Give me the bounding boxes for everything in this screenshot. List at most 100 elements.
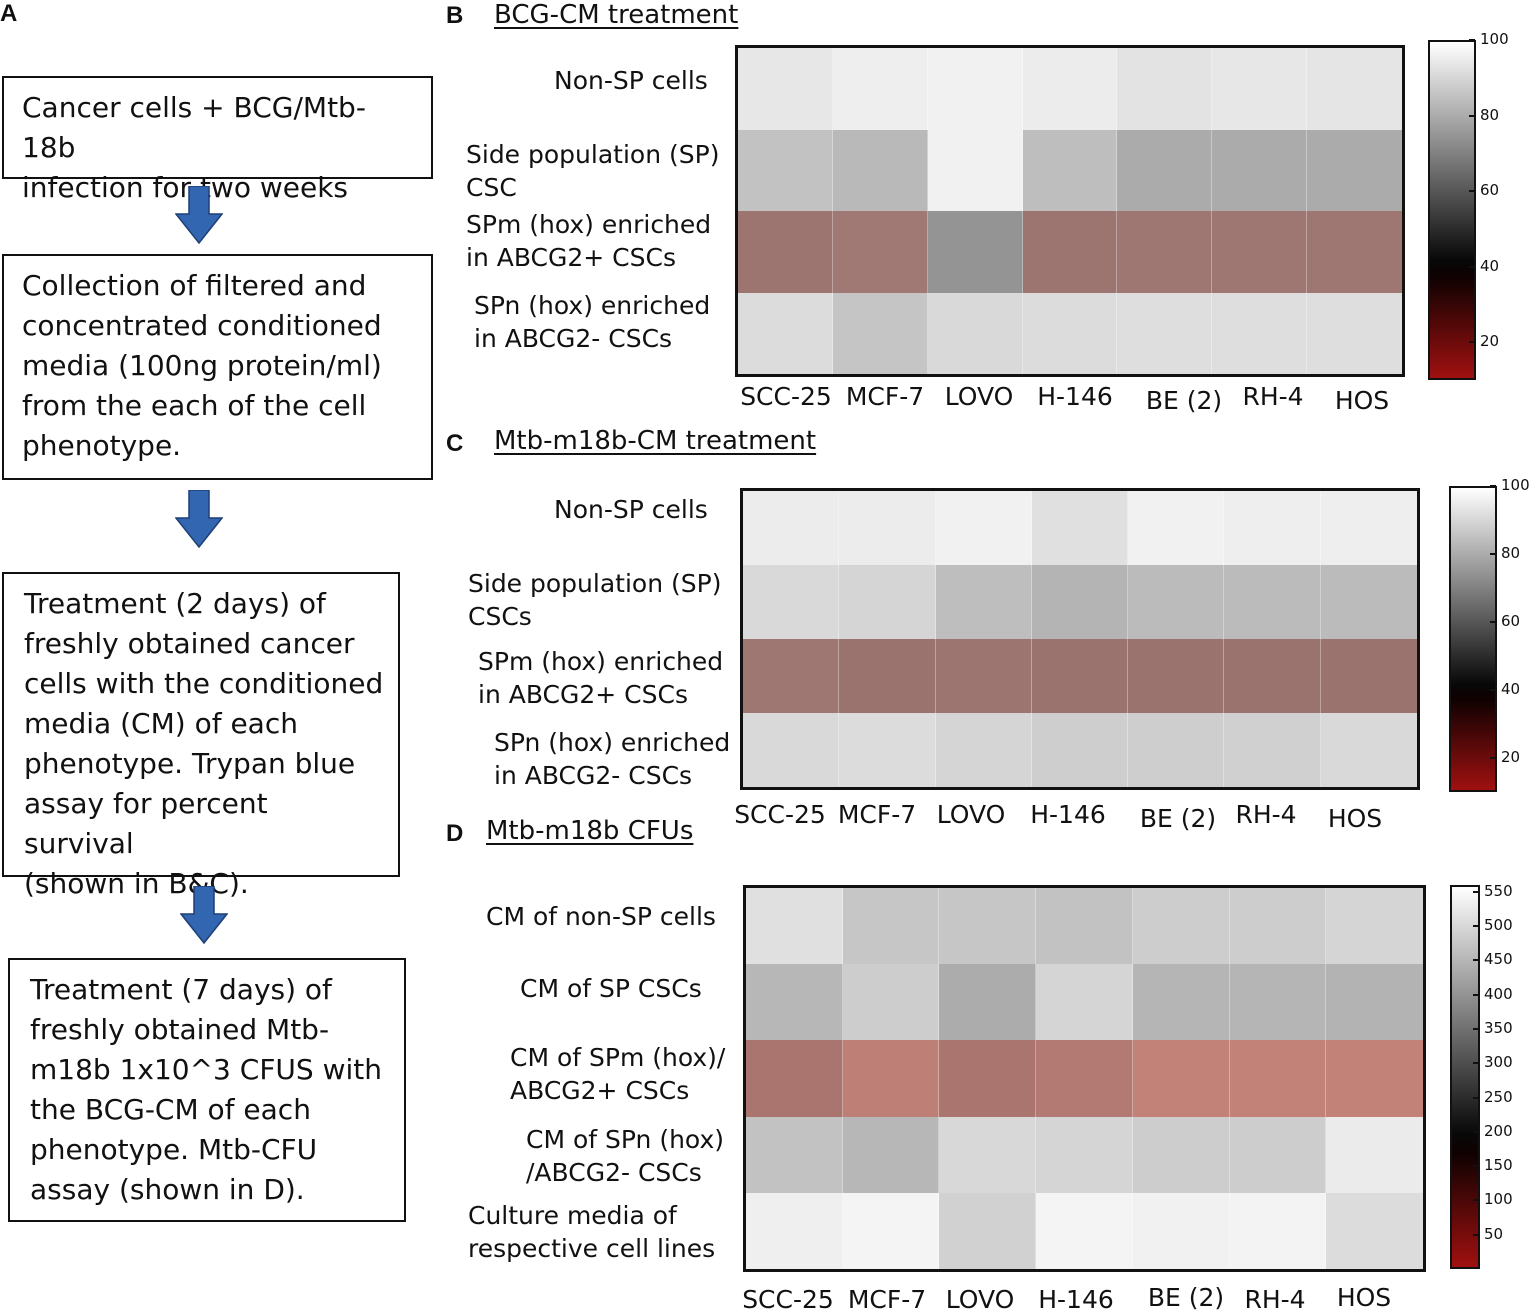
heatmap-gridline: [841, 888, 843, 1269]
heatmap-b-row-label: Non-SP cells: [554, 66, 708, 95]
colorbar-tick-mark: [1473, 959, 1479, 962]
heatmap-c-col-label: MCF-7: [837, 800, 917, 829]
heatmap-cell: [1212, 48, 1308, 130]
heatmap-cell: [1229, 964, 1327, 1042]
heatmap-cell: [1022, 129, 1118, 212]
colorbar-tick-label: 100: [1484, 1190, 1513, 1209]
heatmap-cell: [1031, 491, 1129, 565]
panel-d-title: Mtb-m18b CFUs: [486, 816, 694, 846]
heatmap-cell: [935, 565, 1033, 639]
heatmap-d: [743, 885, 1426, 1272]
heatmap-cell: [832, 211, 928, 293]
heatmap-cell: [1128, 565, 1226, 639]
colorbar-tick-mark: [1490, 553, 1496, 555]
colorbar-tick-mark: [1469, 265, 1475, 268]
heatmap-cell: [1326, 1192, 1423, 1269]
heatmap-cell: [1326, 1116, 1423, 1194]
heatmap-gridline: [838, 491, 840, 787]
colorbar-tick-label: 250: [1484, 1087, 1513, 1106]
heatmap-d-row-label: Culture media of respective cell lines: [468, 1201, 716, 1263]
colorbar-tick-label: 400: [1484, 984, 1513, 1003]
heatmap-b-col-label: LOVO: [944, 382, 1014, 411]
heatmap-cell: [746, 964, 843, 1042]
heatmap-gridline: [1116, 48, 1118, 374]
heatmap-cell: [1132, 888, 1230, 965]
heatmap-d-col-label: BE (2): [1147, 1283, 1225, 1312]
colorbar-tick-label: 40: [1480, 256, 1500, 275]
heatmap-cell: [1117, 48, 1213, 130]
heatmap-b-row-label: SPm (hox) enriched in ABCG2+ CSCs: [466, 210, 712, 272]
colorbar-tick-label: 150: [1484, 1156, 1513, 1175]
heatmap-cell: [939, 1116, 1037, 1194]
heatmap-cell: [927, 129, 1023, 212]
heatmap-gridline: [934, 491, 936, 787]
heatmap-cell: [1132, 1192, 1230, 1269]
colorbar-tick-mark: [1469, 341, 1475, 344]
heatmap-cell: [1036, 964, 1134, 1042]
heatmap-cell: [1224, 565, 1322, 639]
heatmap-c-col-label: SCC-25: [734, 800, 826, 829]
colorbar-tick-mark: [1473, 1165, 1479, 1168]
heatmap-gridline: [1131, 888, 1133, 1269]
heatmap-cell: [1022, 211, 1118, 293]
heatmap-cell: [1022, 48, 1118, 130]
heatmap-cell: [1224, 639, 1322, 713]
colorbar-tick-mark: [1473, 1130, 1479, 1133]
heatmap-cell: [746, 1192, 843, 1269]
colorbar-tick-mark: [1490, 485, 1496, 487]
heatmap-cell: [839, 639, 937, 713]
down-arrow-icon: [175, 490, 223, 548]
down-arrow-icon: [180, 886, 228, 944]
heatmap-cell: [939, 964, 1037, 1042]
heatmap-cell: [738, 48, 833, 130]
heatmap-c-row-label: Non-SP cells: [554, 495, 708, 524]
colorbar-tick-mark: [1473, 925, 1479, 928]
heatmap-cell: [832, 129, 928, 212]
flow-step-1: Cancer cells + BCG/Mtb-18b infection for…: [2, 76, 433, 204]
colorbar-tick-label: 200: [1484, 1121, 1513, 1140]
heatmap-cell: [927, 292, 1023, 374]
colorbar-tick-mark: [1469, 39, 1475, 41]
heatmap-d-row-label: CM of SPm (hox)/ ABCG2+ CSCs: [510, 1043, 726, 1105]
heatmap-cell: [842, 1116, 940, 1194]
heatmap-cell: [839, 713, 937, 787]
heatmap-b-colorbar: [1428, 40, 1476, 380]
heatmap-gridline: [1021, 48, 1023, 374]
heatmap-cell: [1307, 129, 1402, 212]
heatmap-c-colorbar: [1449, 486, 1497, 792]
heatmap-cell: [1117, 292, 1213, 374]
colorbar-tick-label: 60: [1480, 181, 1500, 200]
heatmap-cell: [839, 491, 937, 565]
heatmap-d-col-label: LOVO: [945, 1285, 1015, 1314]
heatmap-b-col-label: BE (2): [1145, 386, 1223, 415]
heatmap-cell: [832, 292, 928, 374]
colorbar-tick-mark: [1473, 1062, 1479, 1065]
heatmap-cell: [1320, 639, 1417, 713]
heatmap-c-col-label: RH-4: [1235, 800, 1297, 829]
heatmap-cell: [1036, 888, 1134, 965]
heatmap-cell: [1022, 292, 1118, 374]
panel-c-letter: C: [446, 430, 464, 457]
heatmap-b-row-label: SPn (hox) enriched in ABCG2- CSCs: [474, 291, 711, 353]
heatmap-cell: [1229, 888, 1327, 965]
colorbar-tick-mark: [1469, 190, 1475, 193]
heatmap-cell: [1229, 1192, 1327, 1269]
heatmap-cell: [1224, 491, 1322, 565]
heatmap-gridline: [938, 888, 940, 1269]
colorbar-tick-label: 450: [1484, 950, 1513, 969]
heatmap-cell: [1036, 1192, 1134, 1269]
heatmap-cell: [842, 888, 940, 965]
heatmap-d-col-label: SCC-25: [742, 1285, 834, 1314]
colorbar-tick-mark: [1473, 993, 1479, 996]
heatmap-cell: [1036, 1040, 1134, 1118]
heatmap-b-row-label: Side population (SP) CSC: [466, 140, 720, 202]
heatmap-cell: [738, 129, 833, 212]
colorbar-tick-label: 80: [1480, 105, 1500, 124]
heatmap-cell: [842, 1040, 940, 1118]
heatmap-cell: [1031, 713, 1129, 787]
heatmap-gridline: [1035, 888, 1037, 1269]
heatmap-cell: [935, 713, 1033, 787]
heatmap-c-row-label: Side population (SP) CSCs: [468, 569, 722, 631]
heatmap-cell: [1128, 491, 1226, 565]
